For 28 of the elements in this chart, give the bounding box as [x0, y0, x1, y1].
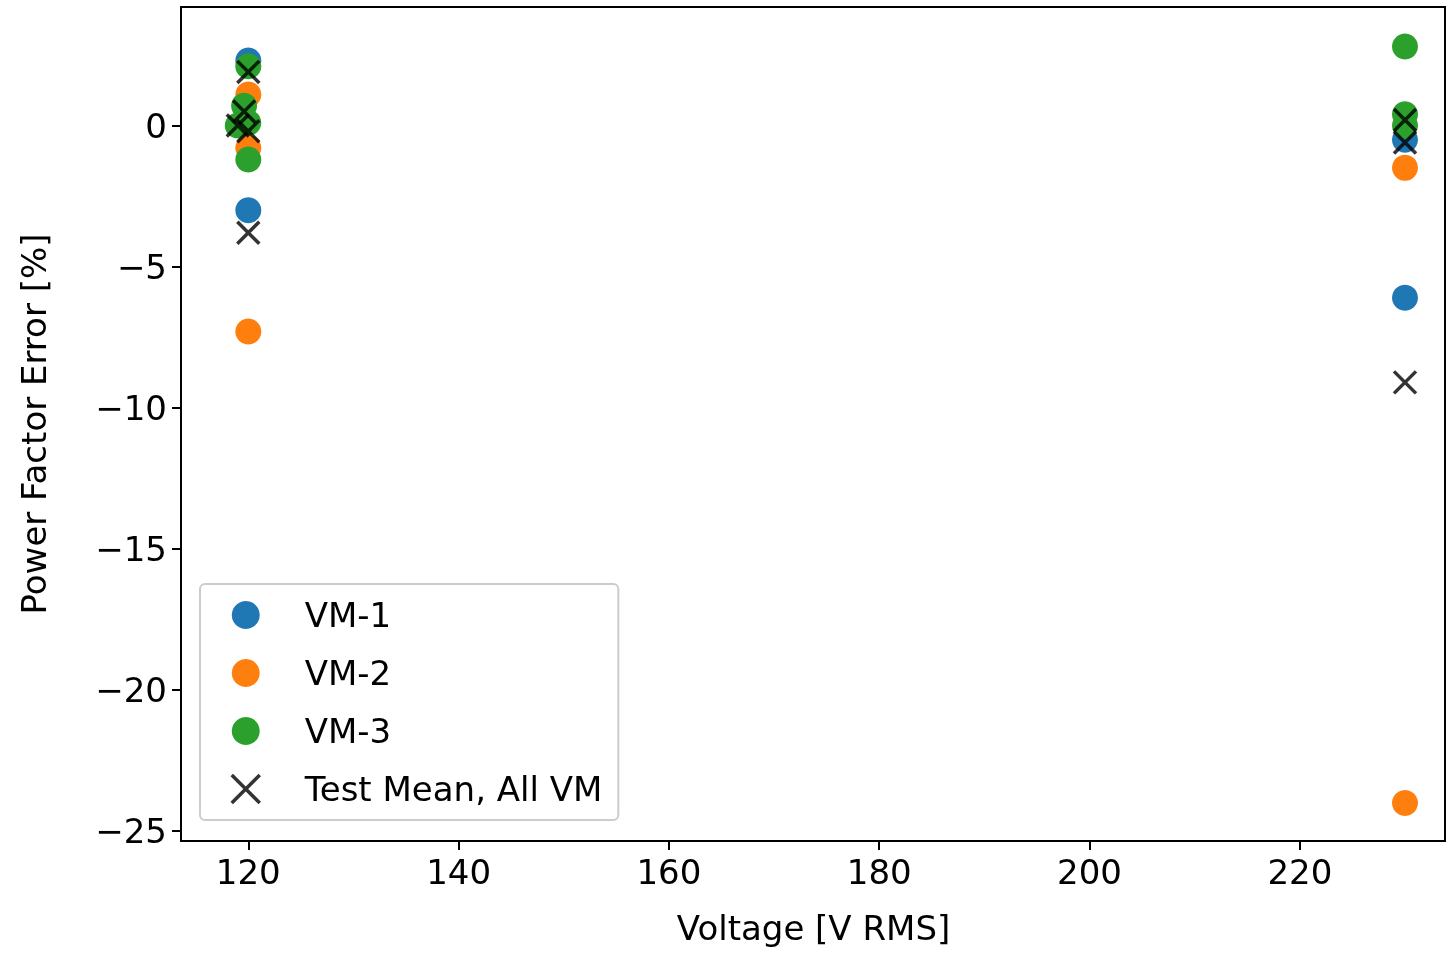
point	[1392, 369, 1418, 396]
y-tick-label: −15	[95, 528, 167, 569]
point	[1392, 33, 1418, 60]
point	[235, 197, 262, 224]
point	[1392, 154, 1418, 181]
x-tick-label: 160	[636, 852, 702, 892]
x-tick-label: 140	[426, 852, 492, 892]
y-tick-label: −5	[116, 246, 167, 287]
legend-label: Test Mean, All VM	[303, 769, 603, 809]
point	[1392, 284, 1418, 311]
x-tick-label: 120	[215, 852, 281, 892]
y-tick-label: −20	[95, 670, 167, 711]
point	[235, 59, 262, 85]
y-tick-label: −25	[95, 811, 167, 852]
x-axis-title: Voltage [V RMS]	[676, 908, 951, 948]
legend-label: VM-1	[304, 595, 392, 635]
point	[235, 220, 262, 246]
x-tick-label: 180	[846, 852, 912, 892]
point	[1392, 789, 1418, 816]
y-tick-label: −10	[95, 387, 167, 428]
point	[235, 146, 262, 173]
legend-label: VM-3	[304, 711, 392, 751]
y-tick-label: 0	[145, 105, 167, 146]
y-axis-title: Power Factor Error [%]	[14, 233, 54, 615]
point	[235, 318, 262, 345]
x-tick-label: 220	[1267, 852, 1333, 892]
x-tick-label: 200	[1057, 852, 1122, 892]
legend-label: VM-2	[304, 653, 392, 693]
